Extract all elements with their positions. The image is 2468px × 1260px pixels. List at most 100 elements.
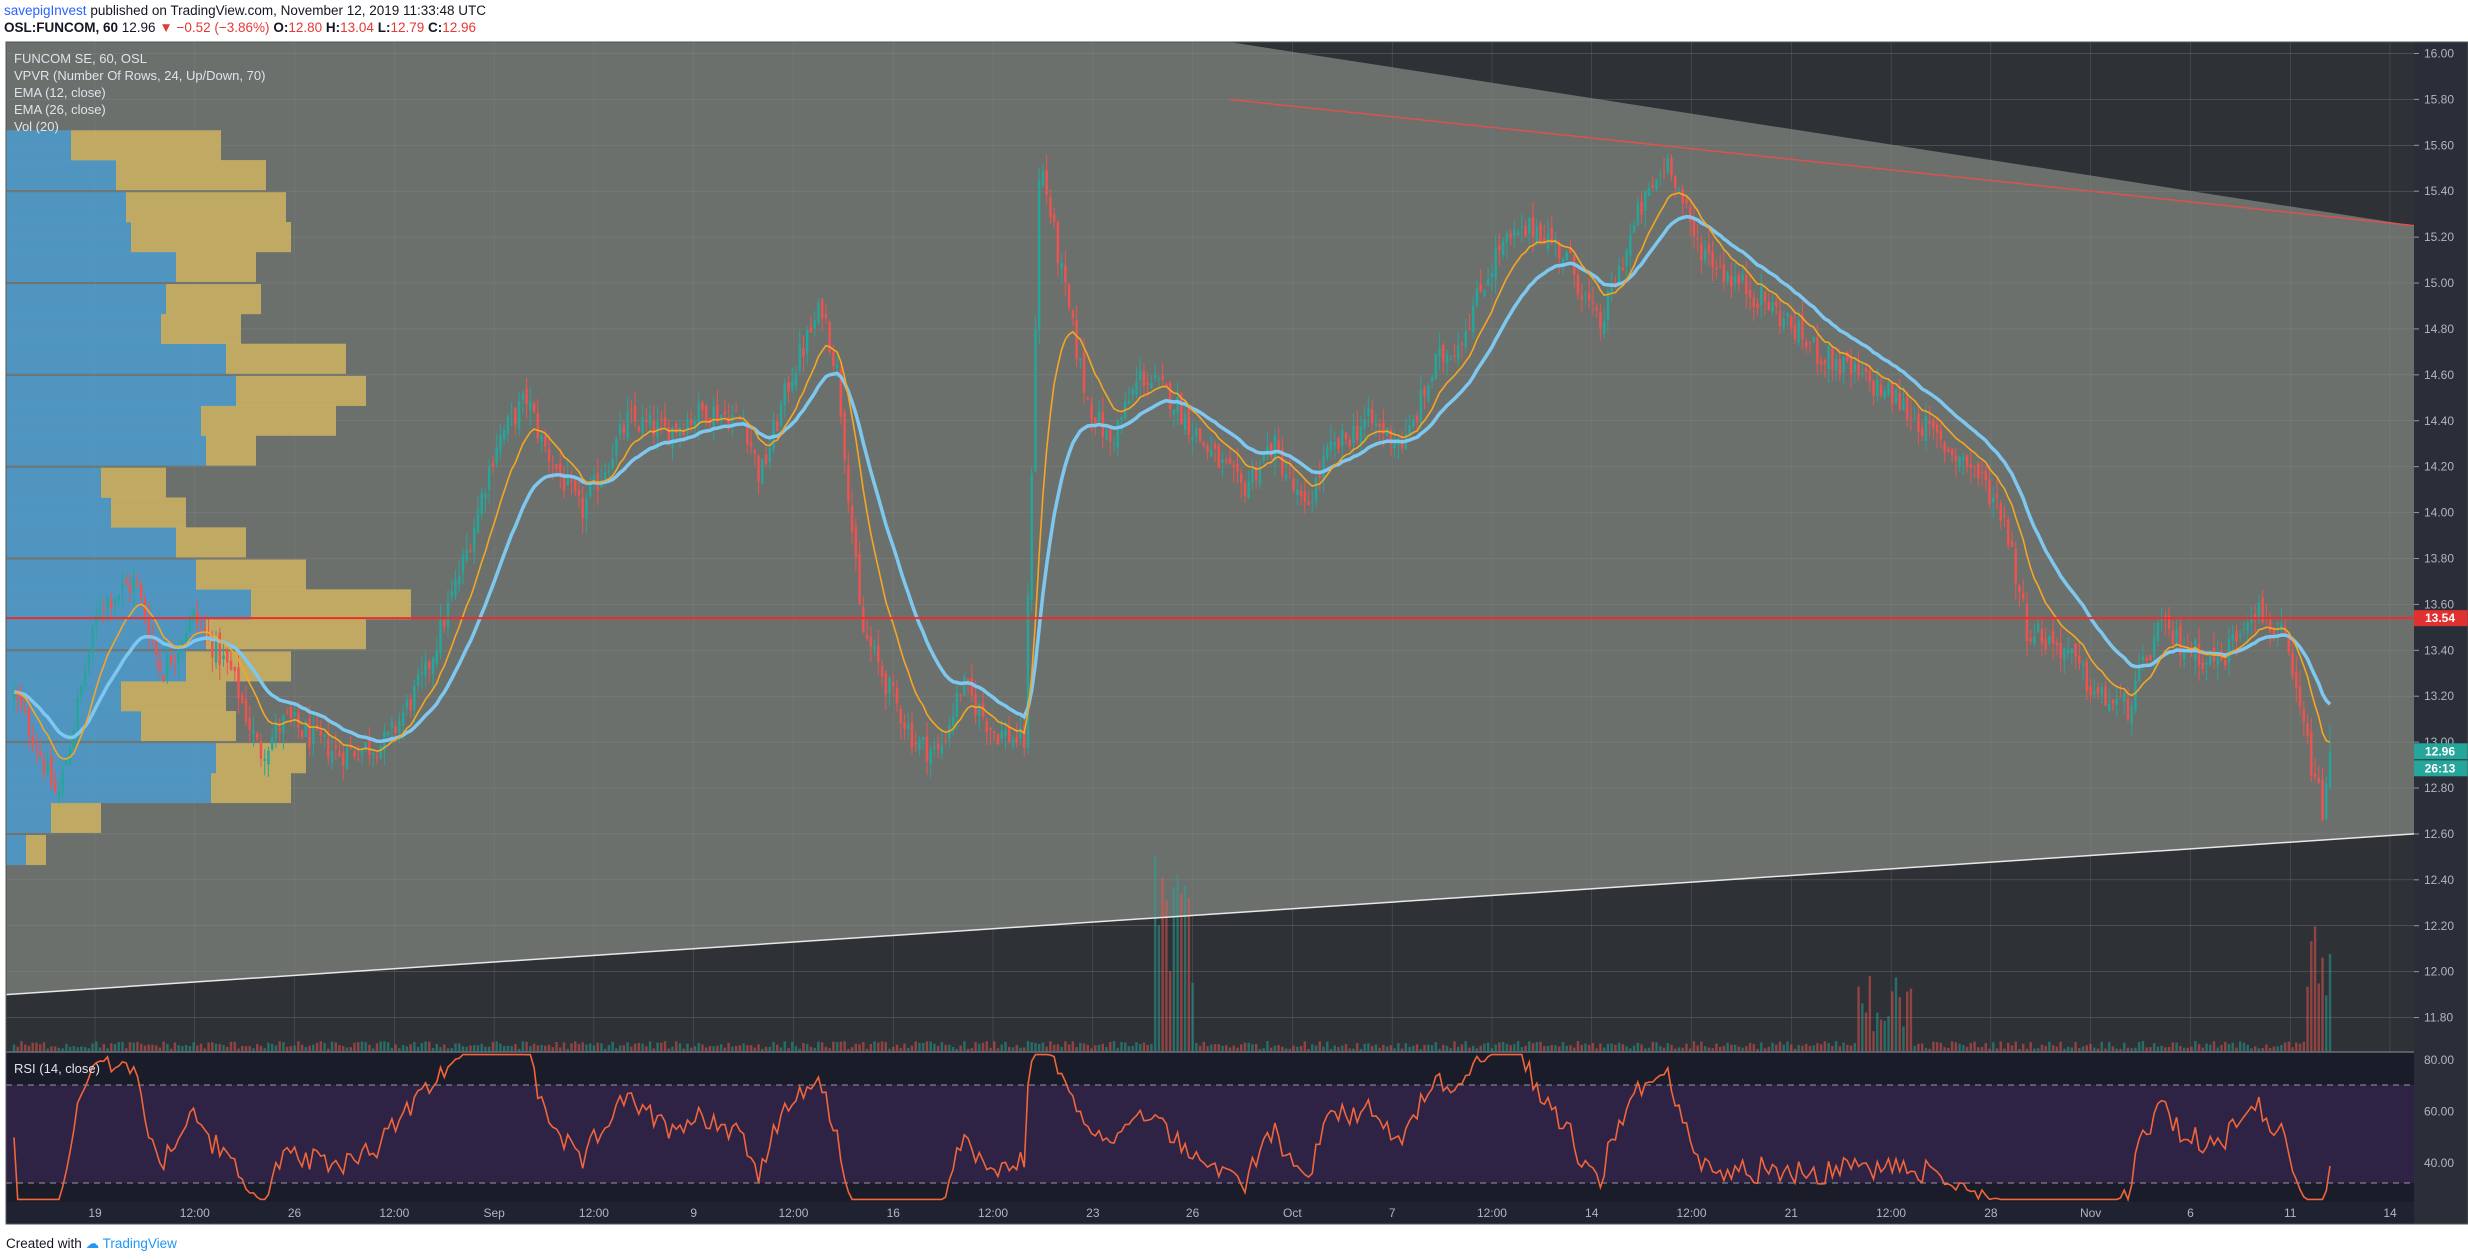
volume-bar — [753, 1047, 757, 1052]
legend-vpvr[interactable]: VPVR (Number Of Rows, 24, Up/Down, 70) — [14, 68, 266, 83]
volume-bar — [820, 1042, 824, 1052]
volume-bar — [68, 1046, 72, 1052]
volume-bar — [1711, 1047, 1714, 1052]
volume-bar — [1793, 1048, 1797, 1052]
volume-bar — [1700, 1041, 1703, 1052]
volume-bar — [1827, 1043, 1830, 1052]
legend-ema26[interactable]: EMA (26, close) — [14, 102, 106, 117]
candle-body — [734, 410, 738, 412]
volume-bar — [1322, 1046, 1325, 1052]
candle-body — [753, 449, 757, 454]
volume-bar — [2220, 1044, 2223, 1052]
legend-title[interactable]: FUNCOM SE, 60, OSL — [14, 51, 147, 66]
volume-bar — [1191, 982, 1194, 1052]
volume-bar — [985, 1041, 989, 1052]
volume-bar — [2051, 1045, 2055, 1052]
candle-body — [255, 733, 259, 740]
volume-bar — [2007, 1042, 2010, 1052]
candle-body — [1142, 371, 1146, 386]
rsi-legend[interactable]: RSI (14, close) — [14, 1061, 100, 1076]
candle-body — [850, 505, 854, 532]
legend-ema12[interactable]: EMA (12, close) — [14, 85, 106, 100]
candle-body — [304, 724, 308, 737]
time-scale[interactable] — [6, 1202, 2414, 1224]
tradingview-logo-icon[interactable]: ☁ — [85, 1236, 100, 1251]
candle-body — [173, 659, 177, 661]
candle-body — [1688, 207, 1692, 222]
volume-bar — [989, 1047, 992, 1052]
candle-body — [667, 426, 670, 445]
candle-body — [1206, 445, 1209, 453]
candle-body — [46, 760, 49, 774]
volume-bar — [2298, 1043, 2302, 1052]
indicator-legend[interactable]: FUNCOM SE, 60, OSL VPVR (Number Of Rows,… — [14, 50, 265, 135]
volume-bar — [2302, 1041, 2306, 1052]
volume-bar — [1236, 1047, 1239, 1052]
volume-bar — [1067, 1044, 1071, 1052]
volume-bar — [936, 1046, 940, 1052]
volume-bar — [1135, 1042, 1138, 1052]
candle-body — [98, 610, 102, 612]
volume-bar — [862, 1041, 865, 1052]
volume-bar — [226, 1046, 229, 1052]
candle-body — [199, 625, 203, 627]
volume-bar — [1599, 1043, 1602, 1052]
volume-bar — [1831, 1045, 1834, 1052]
volume-bar — [1973, 1041, 1976, 1052]
volume-bar — [1864, 1012, 1868, 1052]
volume-bar — [2197, 1044, 2201, 1052]
volume-bar — [892, 1046, 895, 1052]
candle-body — [1374, 422, 1378, 426]
candle-body — [1052, 213, 1056, 222]
candle-body — [80, 685, 83, 696]
candle-body — [192, 609, 195, 622]
candle-body — [1165, 383, 1168, 386]
legend-volume[interactable]: Vol (20) — [14, 119, 59, 134]
price-tick-label: 14.40 — [2424, 414, 2454, 428]
candle-body — [1468, 328, 1471, 330]
volume-bar — [1995, 1048, 1999, 1052]
candle-body — [1423, 388, 1426, 397]
candle-body — [2276, 630, 2279, 632]
candle-body — [2036, 624, 2040, 632]
volume-bar — [1932, 1041, 1935, 1052]
volume-bar — [1180, 893, 1183, 1052]
candle-body — [1920, 427, 1924, 437]
volume-bar — [2126, 1047, 2130, 1052]
candle-body — [1281, 448, 1284, 476]
candle-body — [1490, 272, 1494, 277]
candle-body — [820, 299, 824, 319]
volume-bar — [1228, 1047, 1232, 1052]
candle-body — [1138, 370, 1142, 380]
candle-body — [813, 320, 816, 329]
tradingview-link[interactable]: TradingView — [102, 1236, 177, 1251]
volume-bar — [177, 1045, 180, 1052]
volume-bar — [461, 1046, 465, 1052]
candle-body — [1034, 329, 1037, 472]
candle-body — [1733, 276, 1737, 284]
candle-body — [1419, 390, 1423, 424]
candle-body — [327, 738, 330, 759]
volume-bar — [1232, 1045, 1235, 1052]
candle-body — [1116, 421, 1119, 448]
volume-bar — [420, 1043, 424, 1052]
vpvr-up-bar — [6, 375, 236, 406]
upper-trendline[interactable] — [1229, 98, 2415, 227]
candle-body — [862, 606, 865, 633]
lower-trendline[interactable] — [5, 833, 2415, 996]
price-scale[interactable] — [2414, 42, 2468, 1224]
volume-bar — [1434, 1042, 1437, 1052]
volume-bar — [1475, 1048, 1479, 1052]
vpvr-down-bar — [121, 681, 226, 712]
volume-bar — [888, 1048, 891, 1052]
volume-bar — [757, 1044, 760, 1052]
close-value: 12.96 — [442, 20, 477, 35]
volume-bar — [1516, 1041, 1520, 1052]
volume-bar — [1284, 1048, 1288, 1052]
candle-body — [1838, 359, 1842, 375]
author-link[interactable]: savepigInvest — [4, 3, 87, 18]
volume-bar — [1804, 1043, 1808, 1052]
volume-bar — [828, 1048, 831, 1052]
vpvr-down-bar — [206, 619, 366, 650]
